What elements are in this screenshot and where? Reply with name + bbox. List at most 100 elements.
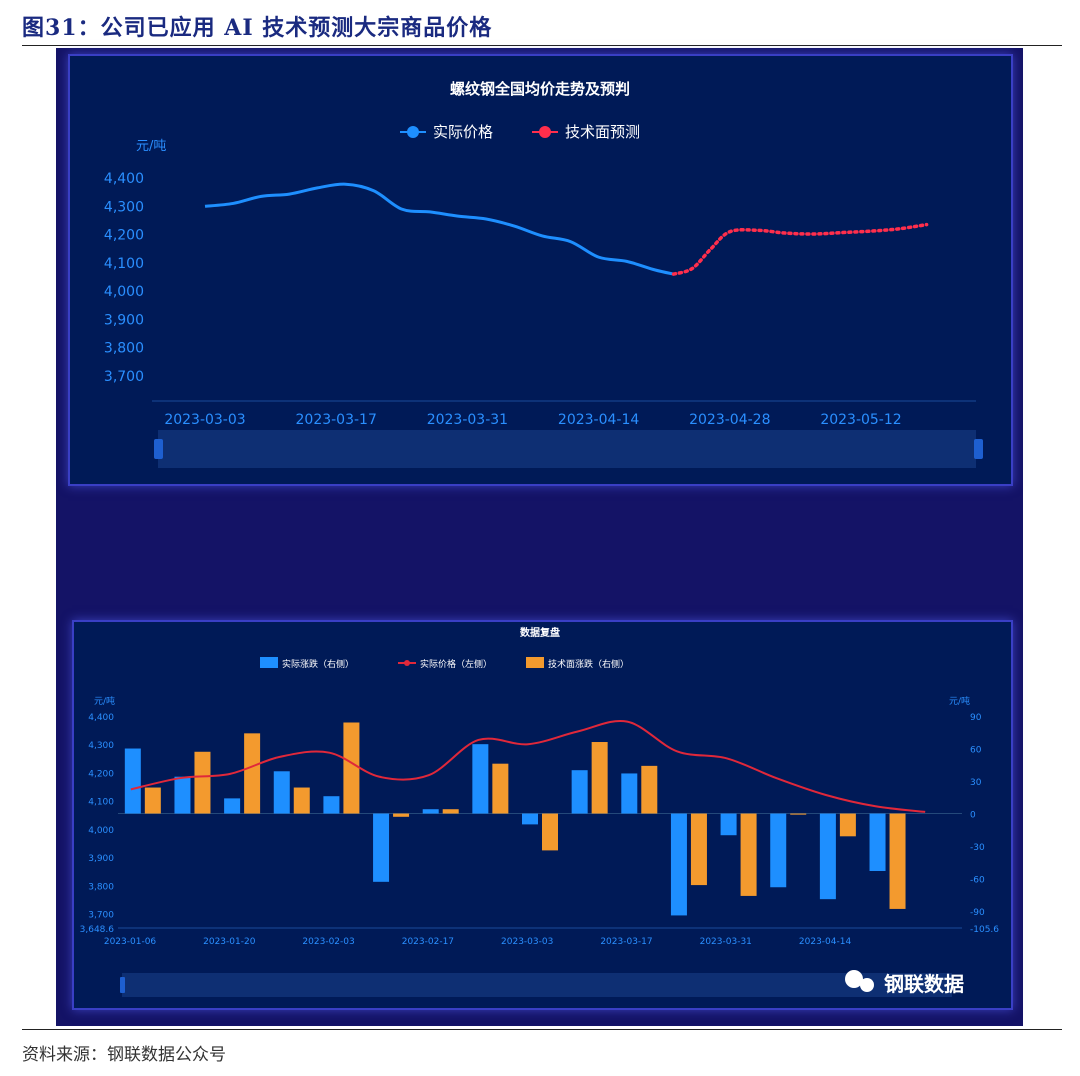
actual-change-bar (670, 813, 687, 916)
right-axis-unit: 元/吨 (949, 695, 970, 707)
forecast-change-bar (542, 813, 558, 851)
actual-change-bar (422, 809, 439, 814)
left-y-tick-label: 4,200 (88, 769, 114, 779)
actual-change-bar (720, 813, 737, 836)
x-tick-label: 2023-02-17 (402, 937, 454, 947)
left-y-tick-label: 4,300 (88, 741, 114, 751)
actual-change-bar (373, 813, 390, 882)
legend-actual-change-swatch (260, 657, 278, 668)
left-y-tick-label: 3,800 (88, 882, 114, 892)
forecast-change-bar (144, 787, 161, 814)
x-tick-label: 2023-03-31 (700, 937, 752, 947)
zoom-slider-handle[interactable] (120, 977, 125, 993)
right-y-tick-label: 30 (970, 778, 982, 788)
right-y-tick-label: -60 (970, 876, 985, 886)
x-tick-label: 2023-05-12 (820, 412, 901, 428)
forecast-change-bar (889, 813, 906, 909)
actual-change-bar (621, 773, 638, 814)
zoom-slider-track[interactable] (158, 430, 976, 468)
wechat-icon (845, 970, 863, 988)
right-y-tick-label: -105.6 (970, 925, 999, 935)
chart-title: 数据复盘 (520, 626, 560, 639)
forecast-change-bar (343, 722, 360, 814)
forecast-change-bar (293, 787, 310, 814)
actual-price-line (204, 182, 674, 276)
x-tick-label: 2023-01-20 (203, 937, 256, 947)
forecast-change-bar (244, 733, 261, 814)
left-y-tick-label: 3,648.6 (80, 925, 115, 935)
actual-change-bar (273, 771, 290, 814)
left-y-tick-label: 3,900 (88, 854, 114, 864)
left-y-tick-label: 4,100 (88, 798, 114, 808)
forecast-change-bar (591, 742, 608, 814)
left-axis-unit: 元/吨 (94, 695, 115, 707)
legend-actual-price-marker (404, 660, 410, 666)
source-note: 资料来源：钢联数据公众号 (22, 1045, 226, 1065)
y-tick-label: 4,300 (104, 199, 144, 215)
right-y-tick-label: -90 (970, 908, 985, 918)
y-tick-label: 4,400 (104, 171, 144, 187)
legend-forecast-marker (539, 126, 551, 138)
forecast-line (671, 222, 929, 276)
x-tick-label: 2023-04-14 (799, 937, 852, 947)
actual-change-bar (472, 744, 489, 814)
actual-price-line (130, 719, 926, 813)
actual-change-bar (323, 796, 340, 814)
x-tick-label: 2023-03-17 (296, 412, 377, 428)
forecast-change-bar (790, 813, 807, 815)
y-tick-label: 4,100 (104, 256, 144, 272)
watermark-text: 钢联数据 (884, 972, 964, 996)
chart-canvas: 螺纹钢全国均价走势及预判元/吨 4,400 4,300 4,200 4,100 4,000… (56, 48, 1023, 1026)
right-y-tick-label: 0 (970, 811, 976, 821)
figure-title: 图31：公司已应用 AI 技术预测大宗商品价格 (22, 15, 493, 41)
y-axis-unit: 元/吨 (136, 139, 166, 154)
bottom-rule (22, 1029, 1062, 1030)
forecast-change-bar (839, 813, 856, 837)
legend-forecast-label: 技术面预测 (565, 123, 640, 141)
x-tick-label: 2023-03-03 (164, 412, 245, 428)
wechat-icon-bubble (860, 978, 874, 992)
y-tick-label: 4,000 (104, 284, 144, 300)
y-tick-label: 3,800 (104, 341, 144, 357)
price-trend-panel: 螺纹钢全国均价走势及预判元/吨 4,400 4,300 4,200 4,100 4,000… (68, 54, 1013, 486)
left-y-tick-label: 4,000 (88, 826, 114, 836)
data-review-panel: 数据复盘元/吨 元/吨 实际涨跌（右侧） 实际价格（左侧） 技术面涨跌（右侧） 4,400… (72, 620, 1013, 1010)
forecast-change-bar (641, 765, 658, 814)
x-tick-label: 2023-03-17 (600, 937, 652, 947)
left-y-tick-label: 3,700 (88, 910, 114, 920)
x-tick-label: 2023-03-31 (427, 412, 508, 428)
legend-actual-marker (407, 126, 419, 138)
zoom-slider-left-handle[interactable] (154, 439, 163, 459)
actual-change-bar (124, 748, 141, 814)
actual-change-bar (174, 776, 191, 814)
forecast-change-bar (194, 751, 211, 814)
actual-change-bar (869, 813, 886, 871)
chart-title: 螺纹钢全国均价走势及预判 (450, 80, 630, 98)
legend-actual-price-label: 实际价格（左侧） (420, 658, 492, 670)
zoom-slider-track[interactable] (122, 973, 952, 997)
actual-change-bar (819, 813, 836, 900)
forecast-change-bar (690, 813, 707, 886)
y-tick-label: 4,200 (104, 228, 144, 244)
zoom-slider-right-handle[interactable] (974, 439, 983, 459)
right-y-tick-label: 60 (970, 746, 982, 756)
actual-change-bar (770, 813, 787, 888)
right-y-tick-label: -30 (970, 843, 985, 853)
legend-actual-label: 实际价格 (433, 123, 493, 141)
y-tick-label: 3,900 (104, 312, 144, 328)
actual-change-bar (571, 770, 588, 814)
legend-forecast-change-swatch (526, 657, 544, 668)
actual-change-bar (522, 813, 538, 825)
left-y-tick-label: 4,400 (88, 713, 114, 723)
y-tick-label: 3,700 (104, 369, 144, 385)
forecast-change-bar (740, 813, 757, 896)
x-tick-label: 2023-04-28 (689, 412, 770, 428)
legend-actual-change-label: 实际涨跌（右侧） (282, 658, 354, 670)
top-rule (22, 45, 1062, 46)
right-y-tick-label: 90 (970, 713, 982, 723)
legend-forecast-change-label: 技术面涨跌（右侧） (548, 658, 629, 670)
x-tick-label: 2023-01-06 (104, 937, 157, 947)
forecast-change-bar (442, 809, 459, 814)
